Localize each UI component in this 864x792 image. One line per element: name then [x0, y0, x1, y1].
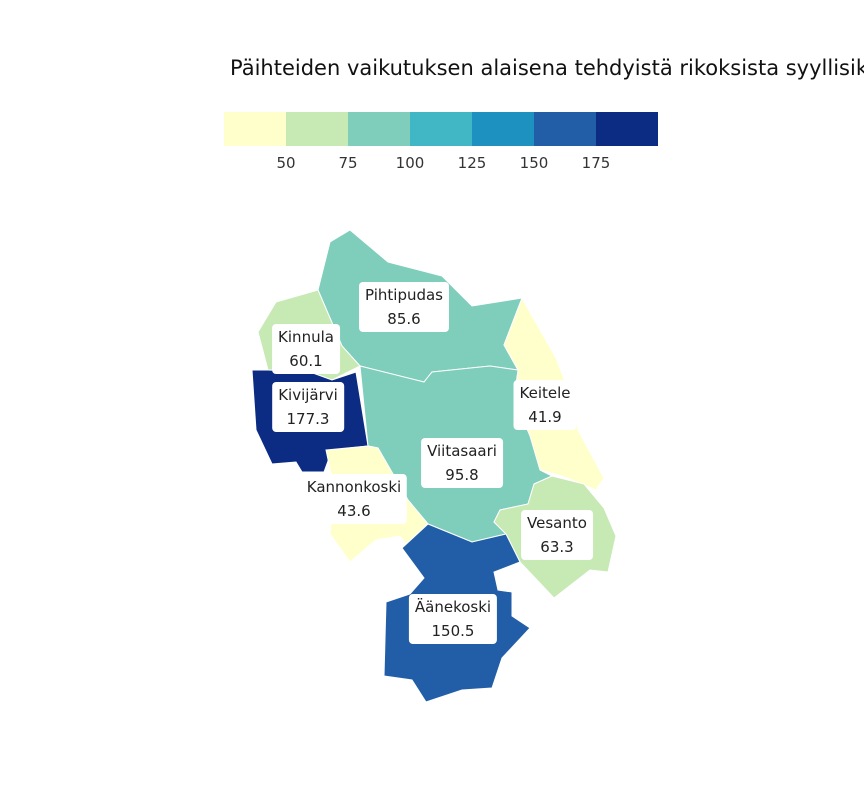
legend-tick-label: 100 [395, 154, 425, 172]
legend-swatch [410, 112, 472, 146]
label-aanekoski: Äänekoski 150.5 [408, 594, 498, 644]
legend-tick-label: 150 [519, 154, 549, 172]
legend-tick-label: 50 [276, 154, 296, 172]
label-vesanto: Vesanto 63.3 [521, 510, 593, 560]
region-value: 43.6 [337, 502, 371, 520]
region-name: Kivijärvi [278, 386, 338, 404]
region-name: Pihtipudas [365, 286, 443, 304]
label-pihtipudas: Pihtipudas 85.6 [359, 282, 449, 332]
region-value: 95.8 [445, 466, 479, 484]
label-kannonkoski: Kannonkoski 43.6 [300, 474, 408, 524]
label-viitasaari: Viitasaari 95.8 [421, 438, 503, 488]
legend-swatch [348, 112, 410, 146]
legend-swatch [286, 112, 348, 146]
map-title: Päihteiden vaikutuksen alaisena tehdyist… [230, 56, 864, 80]
legend-tick-label: 75 [338, 154, 358, 172]
region-value: 63.3 [540, 538, 574, 556]
legend-swatch [472, 112, 534, 146]
region-name: Kannonkoski [306, 478, 402, 496]
legend-tick-label: 175 [581, 154, 611, 172]
region-name: Viitasaari [427, 442, 497, 460]
legend-tick-label: 125 [457, 154, 487, 172]
region-name: Äänekoski [414, 598, 492, 616]
legend-swatch [534, 112, 596, 146]
label-kinnula: Kinnula 60.1 [272, 324, 340, 374]
region-value: 41.9 [528, 408, 562, 426]
region-value: 150.5 [431, 622, 475, 640]
region-name: Vesanto [527, 514, 587, 532]
legend-swatch [596, 112, 658, 146]
region-value: 177.3 [286, 410, 330, 428]
region-name: Kinnula [278, 328, 334, 346]
label-kivijarvi: Kivijärvi 177.3 [272, 382, 344, 432]
label-keitele: Keitele 41.9 [513, 380, 577, 430]
region-value: 85.6 [387, 310, 421, 328]
region-name: Keitele [519, 384, 571, 402]
color-legend [224, 112, 658, 146]
region-value: 60.1 [289, 352, 323, 370]
legend-swatch [224, 112, 286, 146]
